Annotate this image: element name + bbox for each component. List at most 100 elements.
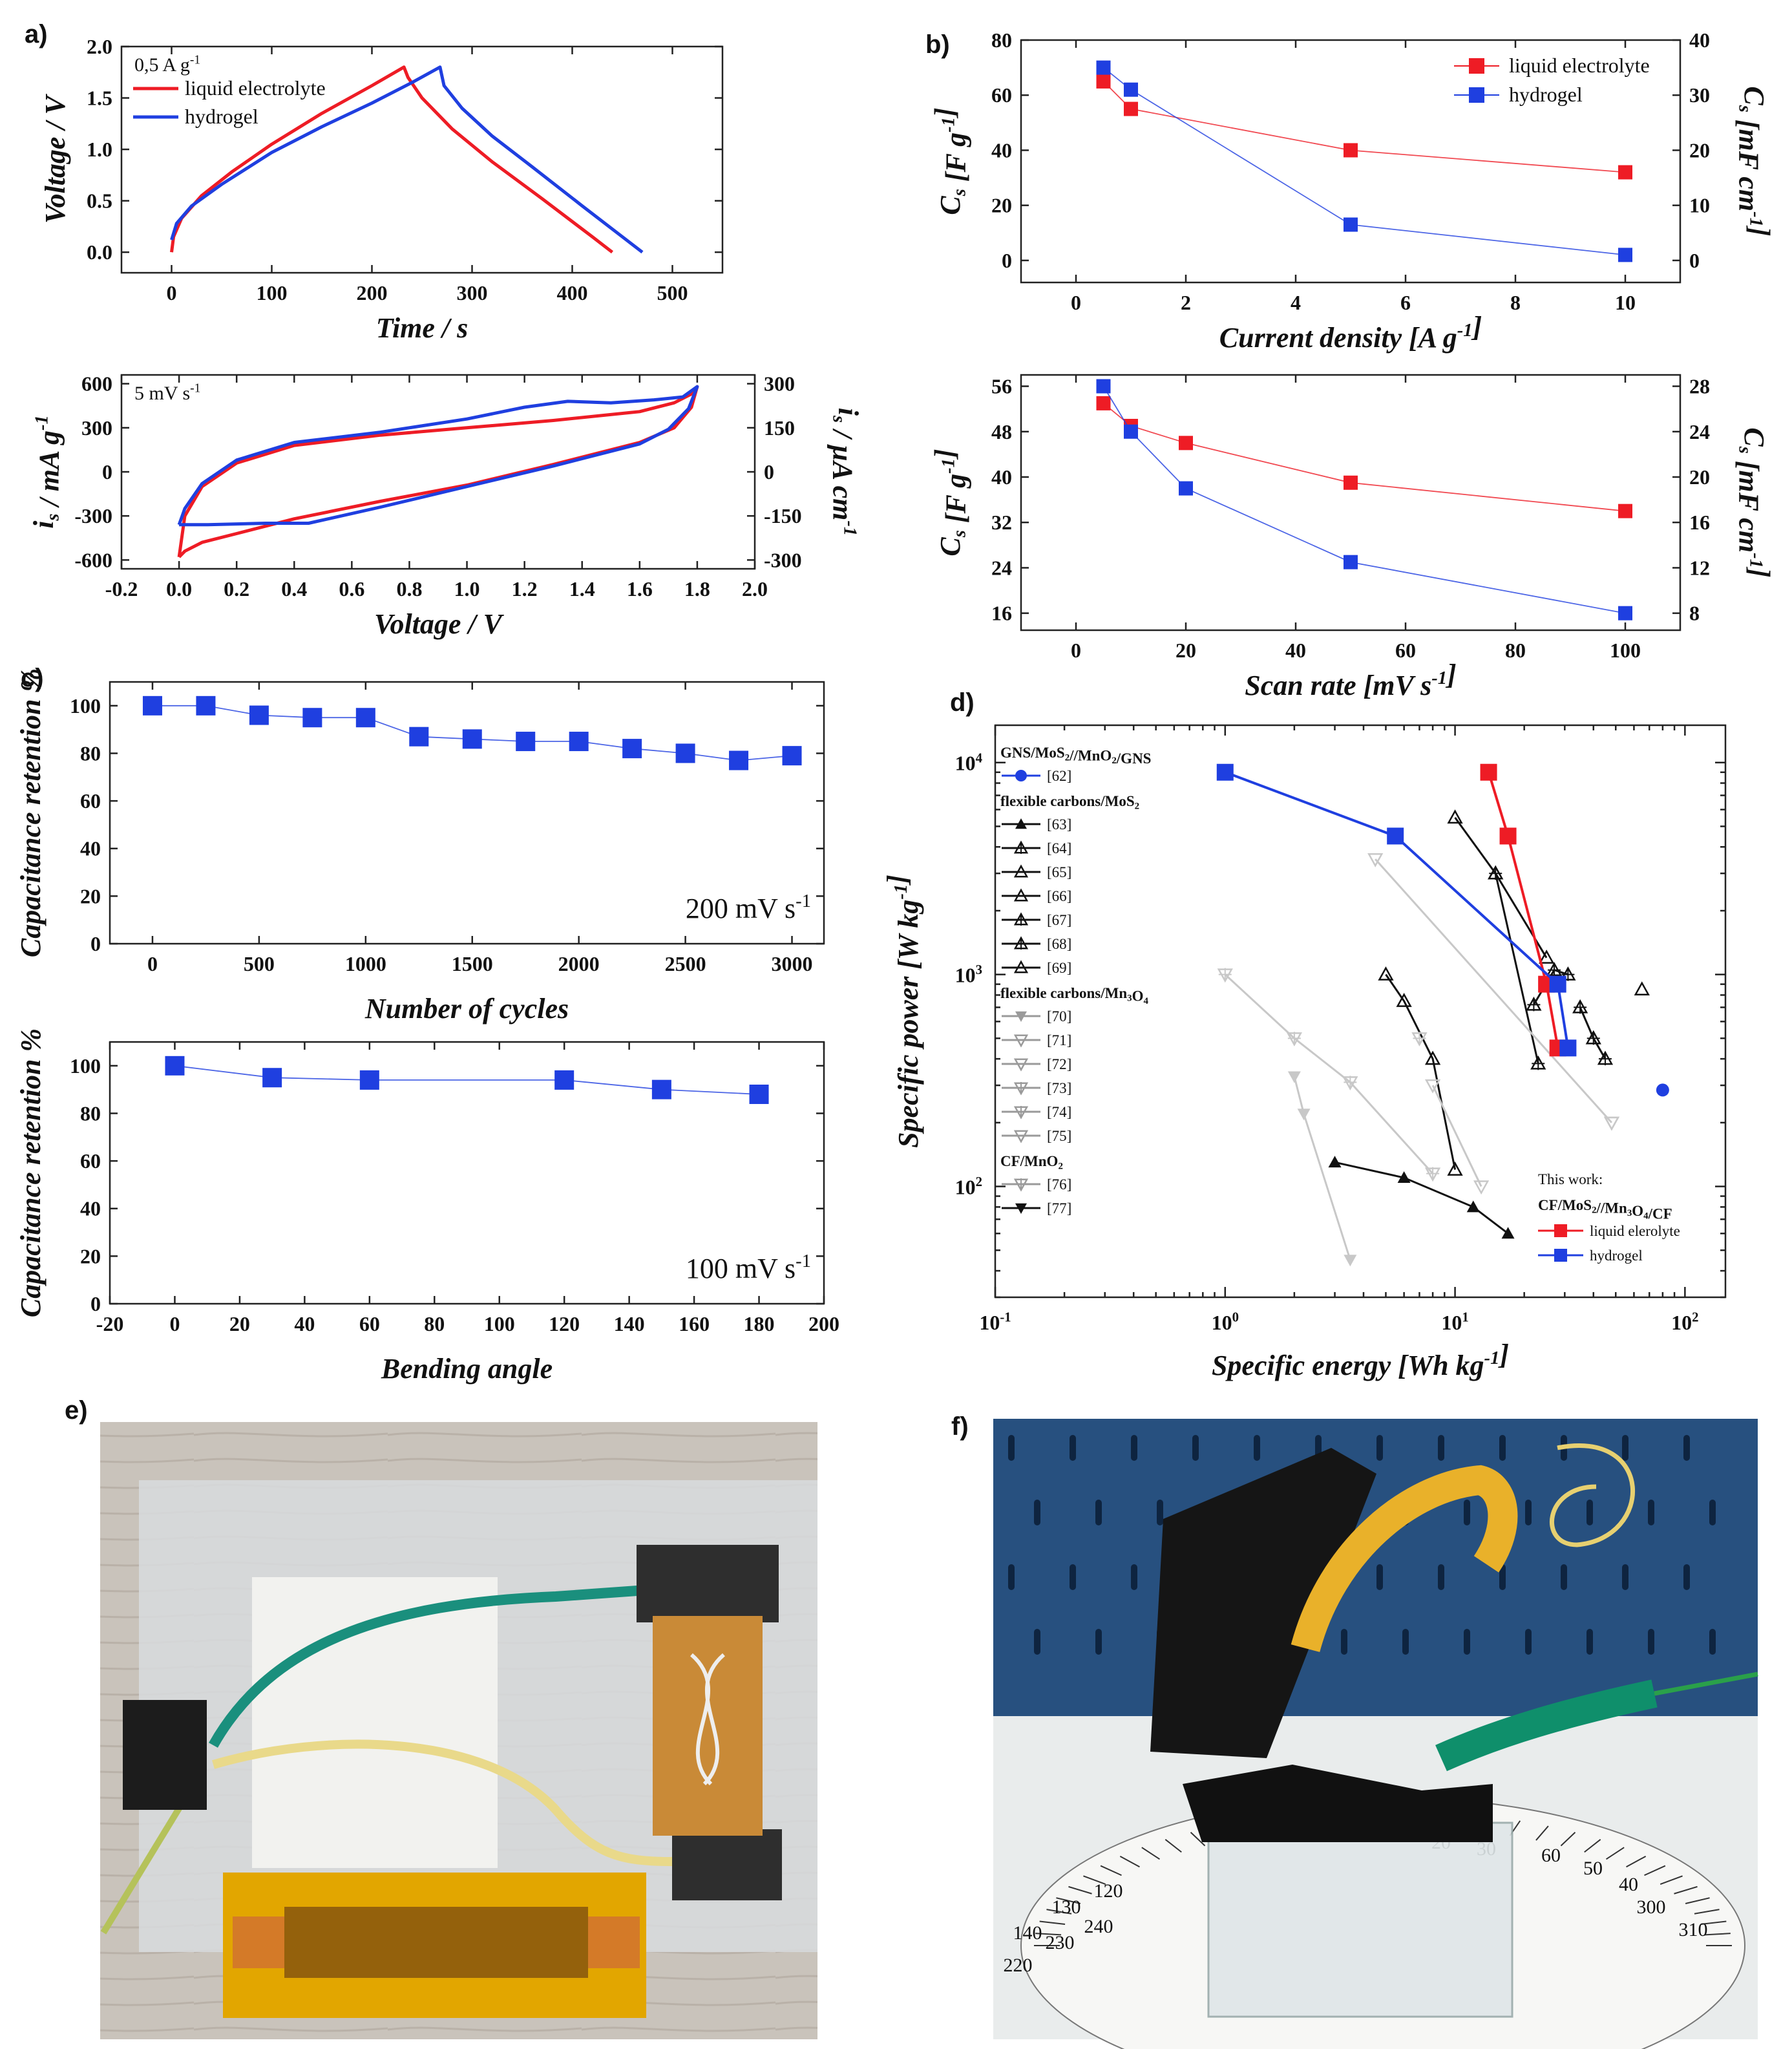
- data-point: [782, 746, 802, 766]
- x-axis-title: Voltage / V: [374, 608, 505, 640]
- legend-marker: [1013, 1178, 1029, 1192]
- y2-axis-title: Cs [mF cm-1]: [1733, 427, 1775, 577]
- x-tick-label: 1.0: [454, 577, 480, 600]
- y-tick-label: 0: [90, 1292, 101, 1315]
- x-tick-label: 60: [1395, 639, 1416, 662]
- y2-tick-label: 8: [1689, 602, 1700, 625]
- legend-label: [69]: [1047, 960, 1071, 976]
- y2-axis-title-part: i: [832, 408, 864, 416]
- data-point: [1466, 1200, 1480, 1213]
- peg-hole: [1008, 1564, 1015, 1590]
- peg-hole: [1070, 1564, 1076, 1590]
- data-point-cross: [1413, 1032, 1426, 1045]
- photo-e: [100, 1422, 817, 2039]
- x-tick-label: 10: [1615, 291, 1636, 314]
- x-tick-label-part: 0: [1232, 1310, 1239, 1325]
- x-axis-title: Bending angle: [381, 1353, 553, 1385]
- data-point: [1559, 1039, 1577, 1057]
- dial-tick: [1605, 1847, 1625, 1860]
- peg-hole: [1499, 1435, 1506, 1461]
- y-axis-title-part: ]: [929, 107, 960, 119]
- legend-label: hydrogel: [185, 105, 258, 128]
- y-axis-title: Capacitance retention %: [15, 668, 47, 957]
- y-tick-label: 48: [991, 420, 1012, 443]
- legend-group-title-part: flexible carbons/MoS: [1000, 793, 1135, 809]
- chart-c_bending-frame: [109, 1041, 825, 1305]
- legend-marker: [1015, 770, 1027, 781]
- dial-tick: [1035, 1933, 1062, 1936]
- peg-hole: [1034, 1629, 1040, 1655]
- data-point: [409, 727, 429, 747]
- series-line-liquid-electrolyte: [1102, 81, 1626, 173]
- dial-tick: [1704, 1933, 1731, 1936]
- dial-tick: [1694, 1909, 1720, 1915]
- data-point: [1286, 1032, 1303, 1046]
- x-axis-title-part: ]: [1445, 659, 1457, 690]
- data-point: [1473, 1180, 1490, 1195]
- photo-f-pegboard: [993, 1419, 1758, 1716]
- peg-hole: [1709, 1500, 1716, 1525]
- annotation-scan-part: -1: [796, 1251, 811, 1271]
- legend-marker: [1469, 58, 1484, 74]
- data-point: [1396, 993, 1412, 1007]
- peg-hole: [1464, 1500, 1470, 1525]
- y2-axis-title-part: s: [1734, 446, 1755, 454]
- panel-label-a: a): [25, 20, 48, 48]
- y-tick-label-part: 10: [955, 752, 976, 775]
- y2-axis-title: is / µA cm-1: [827, 408, 864, 536]
- legend-thiswork-subtitle-part: //Mn: [1596, 1200, 1627, 1216]
- photo-e-inset-tab-right: [588, 1916, 640, 1968]
- x-tick-label: 100: [1212, 1310, 1239, 1334]
- legend-label: [75]: [1047, 1128, 1071, 1144]
- data-point: [1530, 1055, 1546, 1070]
- series-line-retention: [174, 1065, 759, 1095]
- legend-marker: [1469, 87, 1484, 103]
- dial-tick: [1119, 1855, 1140, 1868]
- y-tick-label: 102: [955, 1174, 982, 1198]
- data-point: [651, 1079, 671, 1099]
- data-point: [1217, 968, 1233, 983]
- data-point-cross: [1574, 1001, 1587, 1014]
- legend-marker: [1013, 912, 1029, 926]
- data-point-cross: [1598, 1052, 1612, 1066]
- legend-group-title: CF/MnO2: [1000, 1153, 1063, 1171]
- data-point: [1297, 1109, 1311, 1121]
- dial-tick: [1100, 1865, 1122, 1876]
- y-tick-label: 100: [70, 694, 101, 717]
- legend-marker-cross: [1015, 1106, 1027, 1118]
- data-point: [142, 695, 162, 716]
- x-tick-label: 0: [169, 1312, 180, 1335]
- peg-hole: [1095, 1500, 1102, 1525]
- dial-tick: [1165, 1839, 1182, 1853]
- dial-number: 120: [1094, 1880, 1123, 1902]
- legend-group-title-part: 2: [1058, 1161, 1062, 1171]
- x-tick-label: 10-1: [979, 1310, 1011, 1334]
- data-point: [1179, 481, 1193, 496]
- series-line--63-: [1334, 1161, 1509, 1235]
- peg-hole: [1034, 1500, 1040, 1525]
- y2-tick-label: 300: [764, 372, 795, 396]
- x-tick-label: 101: [1441, 1310, 1468, 1334]
- peg-hole: [1402, 1629, 1409, 1655]
- peg-hole: [1131, 1564, 1137, 1590]
- data-point: [1424, 1167, 1441, 1182]
- data-point: [165, 1056, 185, 1076]
- peg-hole: [1622, 1564, 1629, 1590]
- annotation-scan-part: 100 mV s: [686, 1253, 796, 1284]
- legend-thiswork-subtitle-part: CF/MoS: [1538, 1197, 1592, 1213]
- x-axis-title: Specific energy [Wh kg-1]: [1212, 1339, 1509, 1381]
- x-tick-label: 0: [1071, 291, 1081, 314]
- chart-c_cycles: 0 500 1000 1500 2000 2500 3000 0 20 40 60 80 100 200 …: [15, 668, 825, 1024]
- data-point: [1397, 1171, 1411, 1183]
- x-tick-label-part: 10: [1441, 1311, 1462, 1334]
- x-tick-label: 0: [1071, 639, 1081, 662]
- legend-label: [74]: [1047, 1104, 1071, 1120]
- panel-label-f: f): [951, 1412, 969, 1441]
- data-point: [1656, 1083, 1669, 1097]
- dial-number: 140: [1013, 1922, 1042, 1944]
- legend-group-title: flexible carbons/Mn3O4: [1000, 985, 1149, 1006]
- y2-tick-label: 24: [1689, 420, 1710, 443]
